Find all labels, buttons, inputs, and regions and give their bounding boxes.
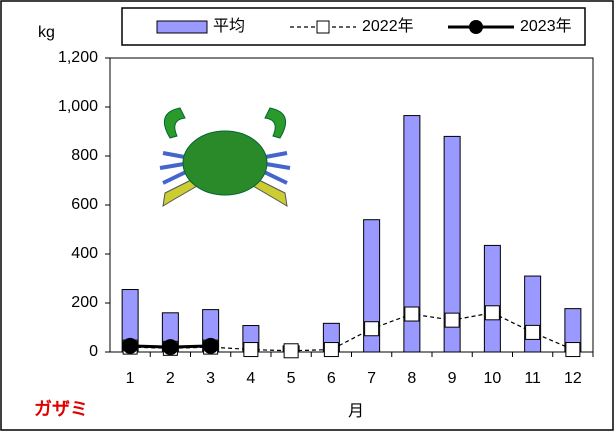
x-tick-label: 2	[166, 370, 175, 387]
y-tick-label: 800	[71, 147, 98, 164]
x-axis-label: 月	[348, 403, 364, 420]
x-tick-label: 7	[367, 370, 376, 387]
legend-label: 2022年	[362, 17, 414, 35]
x-tick-label: 10	[483, 370, 501, 387]
bar	[443, 135, 461, 353]
bar	[403, 115, 421, 353]
y-tick-label: 400	[71, 245, 98, 262]
y-tick-label: 600	[71, 196, 98, 213]
legend-swatch	[156, 20, 208, 34]
marker	[202, 337, 219, 354]
marker	[283, 343, 299, 359]
species-label: ガザミ	[34, 399, 88, 419]
y-tick-label: 200	[71, 294, 98, 311]
x-tick-label: 1	[126, 370, 135, 387]
marker	[444, 312, 460, 328]
y-axis-label: kg	[38, 24, 55, 41]
y-tick-label: 1,200	[58, 49, 98, 66]
marker	[484, 305, 500, 321]
x-tick-label: 4	[246, 370, 255, 387]
x-tick-label: 5	[287, 370, 296, 387]
x-tick-label: 3	[206, 370, 215, 387]
x-tick-label: 6	[327, 370, 336, 387]
marker	[404, 306, 420, 322]
marker	[565, 342, 581, 358]
x-tick-label: 9	[448, 370, 457, 387]
y-tick-label: 1,000	[58, 98, 98, 115]
marker	[122, 337, 139, 354]
plot-area	[109, 57, 594, 353]
crab-icon	[159, 107, 291, 207]
x-tick-label: 12	[564, 370, 582, 387]
marker	[364, 321, 380, 337]
legend-marker	[469, 20, 483, 34]
bar	[483, 244, 501, 353]
bar	[524, 275, 542, 353]
legend-marker	[316, 20, 330, 34]
x-tick-label: 11	[524, 370, 541, 387]
marker	[243, 342, 259, 358]
marker	[162, 339, 179, 356]
marker	[323, 342, 339, 358]
y-tick-label: 0	[89, 343, 98, 360]
x-tick-label: 8	[407, 370, 416, 387]
marker	[525, 324, 541, 340]
legend-label: 平均	[213, 17, 245, 35]
legend-label: 2023年	[520, 17, 572, 35]
bar	[363, 219, 381, 353]
